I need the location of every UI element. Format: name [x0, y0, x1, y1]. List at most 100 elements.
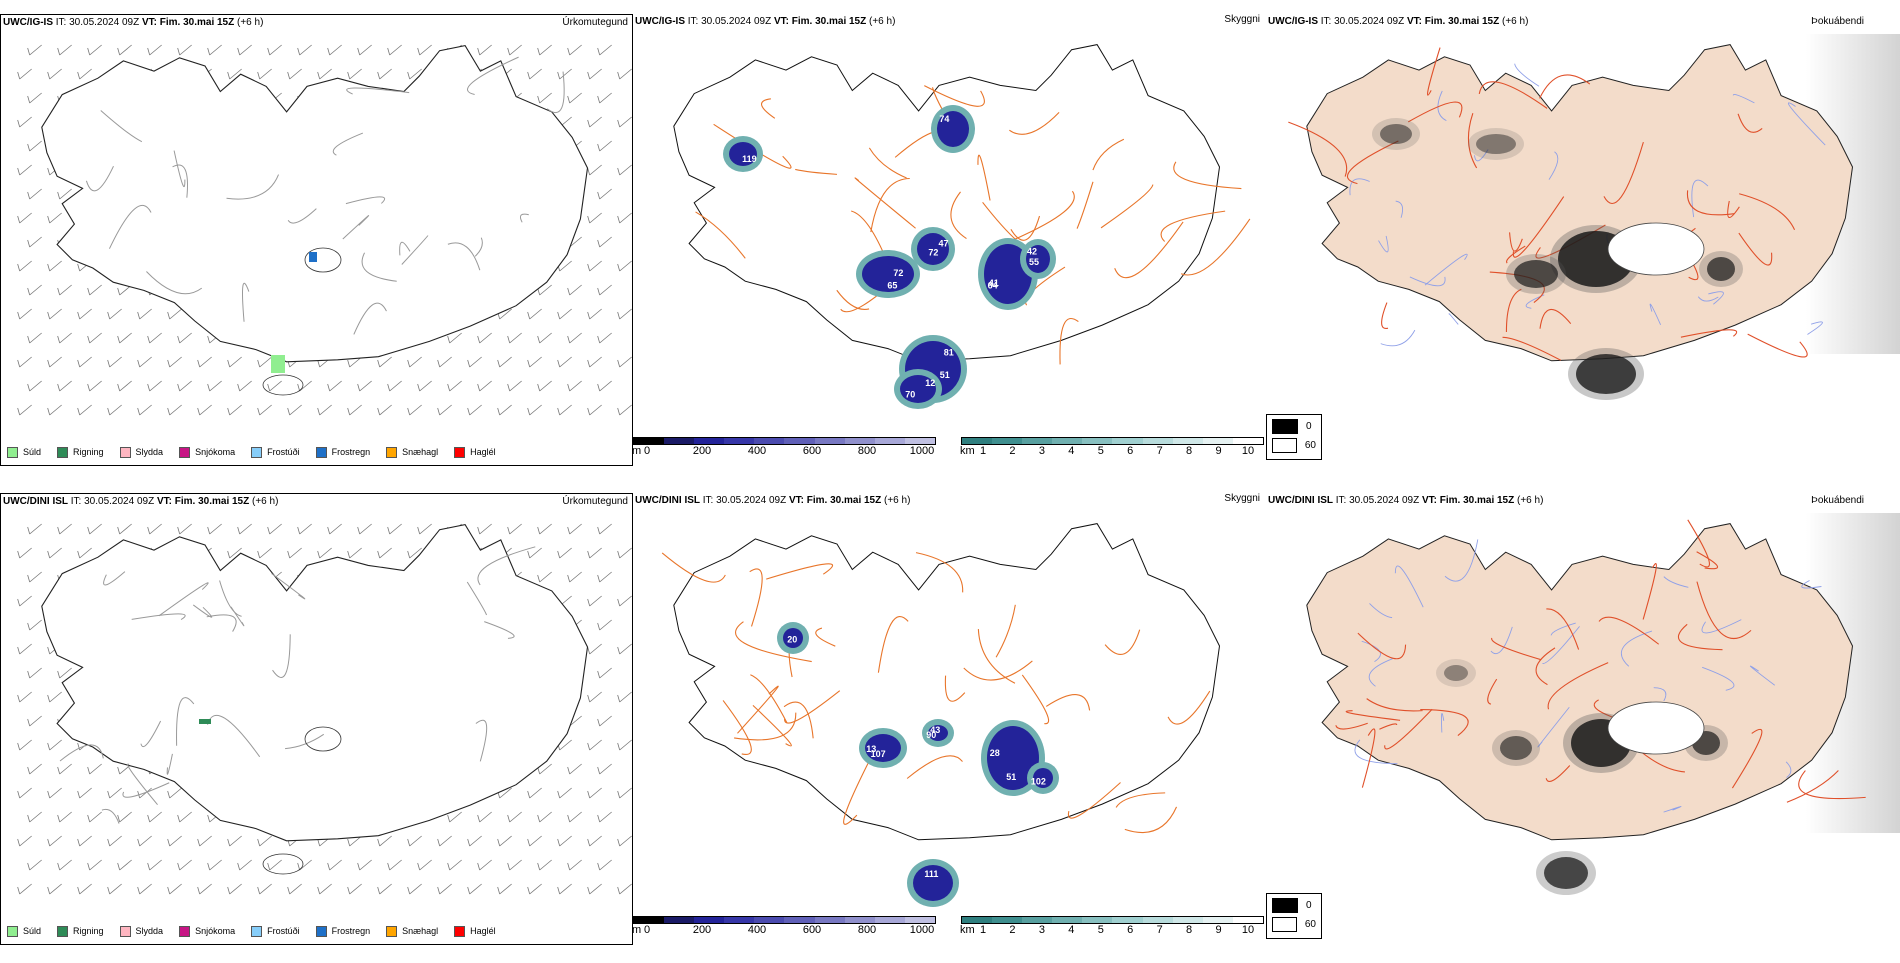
precip-type-panel: UWC/DINI ISL IT: 30.05.2024 09Z VT: Fim.…	[0, 493, 633, 945]
legend-item: Rigning	[57, 446, 104, 458]
low-cloud-base-area	[862, 256, 914, 292]
road	[944, 675, 966, 702]
wind-barb	[477, 859, 492, 871]
river	[1354, 739, 1398, 765]
road	[230, 606, 245, 627]
road	[1288, 121, 1348, 177]
wind-barb	[567, 523, 582, 535]
wind-barb	[207, 523, 222, 535]
legend-item: Frostregn	[315, 925, 370, 937]
legend-swatch	[119, 446, 131, 458]
wind-barb	[587, 739, 602, 751]
wind-barb	[447, 811, 462, 823]
legend-label: Rigning	[73, 926, 104, 936]
legend-label: Slydda	[135, 447, 164, 457]
cloud-base-labels: 107 90 28 102 111 20 13 43 51	[787, 635, 1046, 880]
wind-barb	[27, 236, 42, 248]
colorbar-tick-label: 9	[1215, 445, 1222, 457]
wind-barb	[257, 68, 272, 80]
wind-barb	[17, 68, 32, 80]
wind-barb	[557, 547, 572, 559]
road	[166, 753, 173, 775]
wind-barb	[557, 835, 572, 847]
panel-title: Úrkomutegund	[562, 17, 628, 28]
panel-title: Skyggni	[1224, 14, 1260, 25]
wind-barb	[587, 164, 602, 176]
precip-legend: Súld Rigning Slydda Snjókoma Frostúði Frostre…	[1, 918, 632, 944]
wind-barb	[207, 380, 222, 392]
colorbar-tick-label: 1000	[909, 924, 935, 936]
wind-barb	[437, 356, 452, 368]
road	[815, 627, 836, 647]
road	[737, 685, 779, 734]
wind-barb	[47, 787, 62, 799]
wind-barb	[567, 284, 582, 296]
cloud-visibility-panel: 107 90 28 102 111 20 13 43 51 UWC/DINI ISL IT: 3…	[632, 493, 1266, 953]
legend-label: Frostregn	[331, 447, 371, 457]
legend-item: Snjókoma	[179, 446, 235, 458]
road	[101, 808, 120, 824]
river	[1663, 576, 1689, 588]
wind-barb	[57, 332, 72, 344]
river	[1663, 806, 1682, 813]
wind-barb	[617, 883, 632, 895]
legend-label: Frostúði	[267, 926, 300, 936]
road	[1114, 221, 1184, 279]
panel-title: Þokuábendi	[1811, 16, 1864, 27]
colorbar-cell	[1052, 917, 1083, 923]
wind-barb	[77, 835, 92, 847]
river	[1409, 276, 1446, 287]
freezing-rain-spot	[309, 252, 317, 262]
road	[1180, 218, 1251, 276]
colorbar-cell	[874, 438, 905, 444]
cloud-visibility-map: 107 90 28 102 111 20 13 43 51	[661, 523, 1221, 907]
wind-barb	[597, 188, 612, 200]
wind-barb	[87, 523, 102, 535]
wind-barb	[27, 571, 42, 583]
fog-halo	[1468, 128, 1524, 160]
wind-barb	[287, 547, 302, 559]
wind-barb	[507, 332, 522, 344]
wind-barb	[17, 212, 32, 224]
fog-index-panel: UWC/DINI ISL IT: 30.05.2024 09Z VT: Fim.…	[1266, 493, 1900, 953]
cloud-base-label: 102	[1031, 776, 1046, 786]
colorbar-cell	[784, 438, 815, 444]
colorbar-ticks: 0 200 400 600 800 1000	[633, 445, 936, 459]
wind-barb	[507, 811, 522, 823]
wind-barb	[227, 835, 242, 847]
road-network	[59, 546, 536, 824]
wind-barb	[257, 547, 272, 559]
wind-barb	[267, 380, 282, 392]
cloud-base-label: 20	[787, 635, 797, 645]
wind-barb	[557, 68, 572, 80]
legend-item: Snjókoma	[179, 925, 235, 937]
low-cloud-base-area	[917, 233, 949, 265]
wind-barb	[107, 308, 122, 320]
wind-barb	[267, 44, 282, 56]
iceland-coastline	[41, 44, 589, 363]
wind-barb	[177, 332, 192, 344]
wind-barb	[407, 835, 422, 847]
wind-barb	[227, 883, 242, 895]
road	[1167, 690, 1211, 725]
colorbar-cell	[694, 438, 725, 444]
road	[1539, 309, 1572, 329]
road	[1539, 74, 1591, 99]
wind-barb	[27, 332, 42, 344]
colorbar-cell	[1022, 438, 1053, 444]
road	[1546, 608, 1580, 650]
wind-barb	[177, 523, 192, 535]
wind-barb	[617, 68, 632, 80]
wind-barb	[617, 308, 632, 320]
colorbar-tick-label: 7	[1156, 924, 1163, 936]
cloud-base-labels: 65 47 64 55 81 70 74 119 72 72 41 42 51 12	[742, 114, 1039, 400]
road	[466, 581, 487, 616]
colorbar-cell	[634, 917, 665, 923]
wind-barb	[567, 811, 582, 823]
wind-barb	[537, 44, 552, 56]
road	[1011, 190, 1075, 242]
high-fog-index-area	[1380, 124, 1412, 144]
road	[59, 744, 104, 762]
wind-barb	[47, 356, 62, 368]
wind-barb	[317, 404, 332, 416]
